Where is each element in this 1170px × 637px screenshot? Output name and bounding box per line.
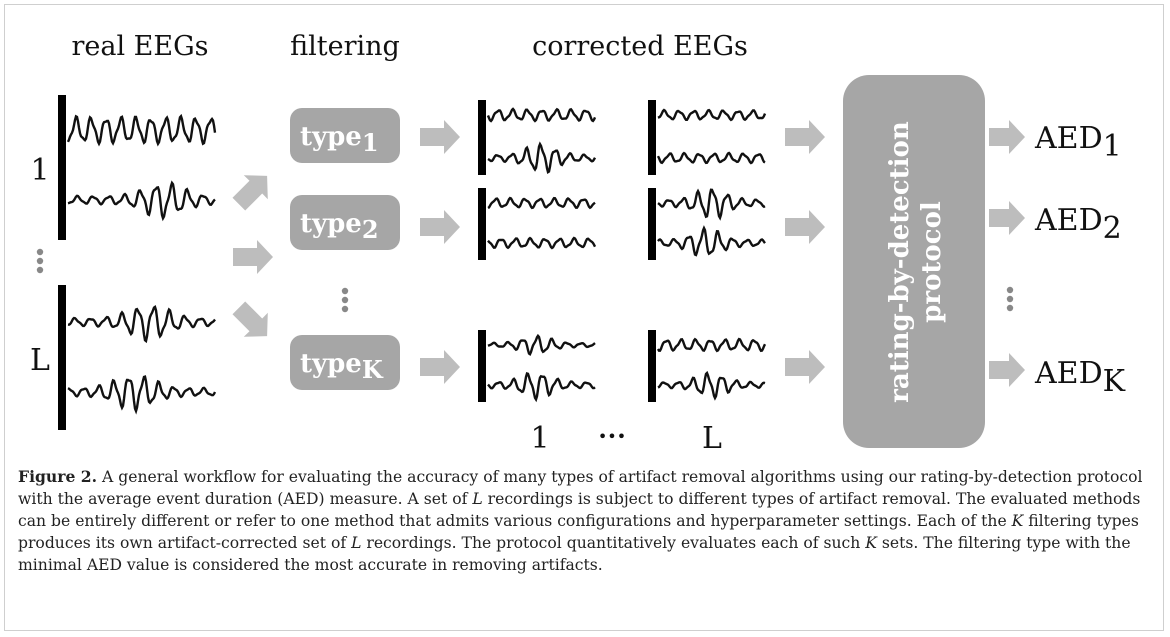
eeg-wave bbox=[657, 370, 766, 401]
caption-text: recordings. The protocol quantitatively … bbox=[361, 534, 866, 552]
ellipsis-dot bbox=[341, 296, 349, 304]
channel-bar bbox=[58, 285, 66, 430]
set-ellipsis: ••• bbox=[598, 427, 626, 446]
type-label: type2 bbox=[300, 209, 379, 244]
caption: Figure 2. A general workflow for evaluat… bbox=[18, 466, 1153, 576]
arrow bbox=[989, 353, 1025, 387]
ellipsis-dot bbox=[1006, 304, 1014, 312]
channel-bar bbox=[648, 330, 656, 402]
protocol-box bbox=[843, 75, 985, 448]
heading: corrected EEGs bbox=[532, 31, 748, 62]
eeg-wave bbox=[657, 188, 766, 221]
protocol-line: protocol bbox=[917, 201, 947, 323]
aed-sub: 2 bbox=[1103, 211, 1122, 246]
caption-text: sets. The filtering type with the minima… bbox=[18, 534, 1131, 574]
arrow bbox=[785, 120, 825, 154]
eeg-wave bbox=[67, 180, 216, 222]
ellipsis-dot bbox=[36, 248, 44, 256]
caption-variable: L bbox=[472, 490, 483, 508]
caption-variable: K bbox=[865, 534, 877, 552]
eeg-wave bbox=[66, 113, 217, 147]
type-sub: 2 bbox=[362, 215, 379, 244]
eeg-wave bbox=[487, 141, 597, 174]
ellipsis-dot bbox=[36, 257, 44, 265]
eeg-wave bbox=[657, 225, 766, 257]
aed-sub: K bbox=[1103, 364, 1126, 399]
eeg-wave bbox=[487, 236, 597, 250]
ellipsis-dot bbox=[341, 287, 349, 295]
eeg-wave bbox=[656, 151, 766, 165]
figure-frame bbox=[4, 4, 1164, 631]
eeg-wave bbox=[657, 108, 767, 122]
protocol-text: rating-by-detection protocol bbox=[885, 121, 947, 403]
type-box bbox=[290, 108, 400, 163]
aed-sub: 1 bbox=[1103, 129, 1122, 164]
recording-label: 1 bbox=[30, 153, 49, 188]
eeg-wave bbox=[487, 333, 596, 357]
arrow bbox=[989, 120, 1025, 154]
type-box bbox=[290, 195, 400, 250]
ellipsis-dot bbox=[1006, 286, 1014, 294]
caption-text: recordings is subject to different types… bbox=[18, 490, 1141, 530]
type-sub: 1 bbox=[362, 128, 379, 157]
aed-name: AED bbox=[1034, 121, 1103, 156]
heading: filtering bbox=[290, 31, 400, 62]
arrow bbox=[233, 240, 273, 274]
aed-name: AED bbox=[1034, 203, 1103, 238]
arrow bbox=[785, 210, 825, 244]
channel-bar bbox=[478, 330, 486, 402]
channel-bar bbox=[648, 100, 656, 175]
type-name: type bbox=[300, 349, 362, 379]
aed-name: AED bbox=[1034, 356, 1103, 391]
arrow bbox=[232, 175, 268, 211]
ellipsis-dot bbox=[1006, 295, 1014, 303]
arrow bbox=[989, 201, 1025, 235]
eeg-wave bbox=[486, 107, 597, 123]
type-label: type1 bbox=[300, 122, 379, 157]
eeg-wave bbox=[487, 372, 596, 403]
type-name: type bbox=[300, 122, 362, 152]
arrow bbox=[420, 120, 460, 154]
eeg-wave bbox=[67, 375, 217, 415]
caption-text: A general workflow for evaluating the ac… bbox=[18, 468, 1143, 508]
type-label: typeK bbox=[300, 349, 384, 384]
arrow bbox=[420, 350, 460, 384]
type-sub: K bbox=[362, 355, 384, 384]
type-box bbox=[290, 335, 400, 390]
recording-label: L bbox=[30, 343, 50, 378]
type-name: type bbox=[300, 209, 362, 239]
arrow bbox=[420, 210, 460, 244]
arrow bbox=[232, 301, 268, 337]
ellipsis-dot bbox=[341, 305, 349, 313]
caption-variable: K bbox=[1011, 512, 1024, 530]
protocol-line: rating-by-detection bbox=[885, 121, 915, 403]
diagram: real EEGs filtering corrected EEGs 1 L 1… bbox=[30, 31, 1126, 456]
channel-bar bbox=[648, 188, 656, 260]
caption-variable: L bbox=[351, 534, 362, 552]
channel-bar bbox=[58, 95, 66, 240]
aed-label: AED1 bbox=[1034, 121, 1122, 164]
aed-label: AED2 bbox=[1034, 203, 1122, 246]
eeg-wave bbox=[487, 196, 596, 210]
caption-text: filtering types produces its own artifac… bbox=[18, 512, 1139, 552]
eeg-wave bbox=[67, 304, 216, 344]
set-label: 1 bbox=[530, 421, 549, 456]
arrow bbox=[785, 350, 825, 384]
eeg-wave bbox=[656, 337, 767, 353]
heading: real EEGs bbox=[71, 31, 208, 62]
aed-label: AEDK bbox=[1034, 356, 1126, 399]
caption-label: Figure 2. bbox=[18, 467, 98, 486]
channel-bar bbox=[478, 188, 486, 260]
ellipsis-dot bbox=[36, 266, 44, 274]
channel-bar bbox=[478, 100, 486, 175]
set-label: L bbox=[702, 421, 722, 456]
